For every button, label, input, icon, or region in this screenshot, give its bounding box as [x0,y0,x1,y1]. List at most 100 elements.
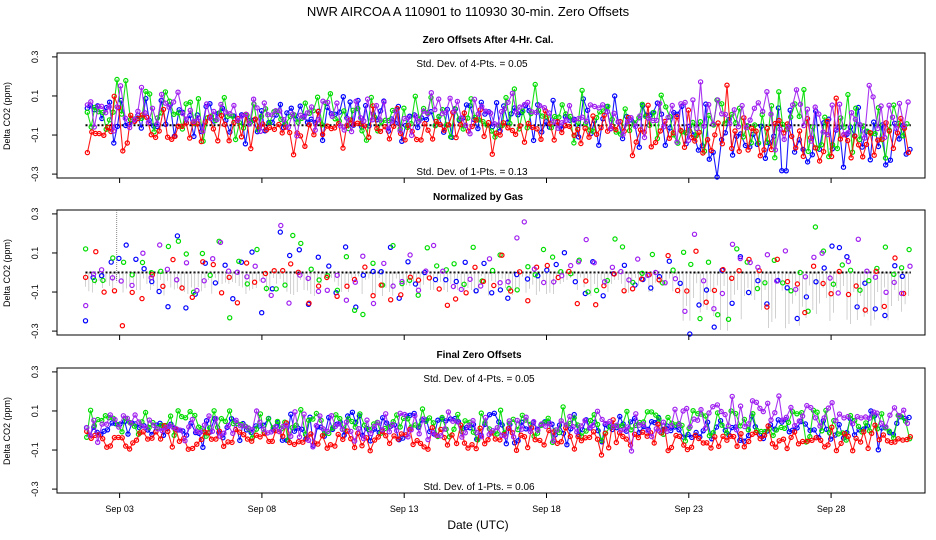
data-point-red [383,433,389,439]
data-point-green [571,140,577,146]
data-point-blue [829,243,835,249]
data-point-green [511,86,518,92]
data-point-red [362,264,368,270]
data-point-blue [872,306,879,312]
data-point-purple [450,283,457,290]
data-point-red [288,261,294,267]
data-point-red [563,425,569,431]
data-point-green [882,244,889,250]
data-point-red [611,271,617,277]
data-point-green [349,418,355,425]
data-point-green [579,87,585,94]
data-point-purple [694,417,701,423]
data-point-green [274,418,281,425]
data-point-purple [301,114,307,121]
data-point-red [205,430,211,436]
data-point-purple [574,429,580,435]
data-point-purple [356,426,362,432]
data-point-green [639,270,645,276]
data-point-green [612,236,618,242]
data-point-green [839,262,846,268]
data-point-blue [571,411,577,418]
data-point-red [374,125,380,132]
data-point-purple [676,422,682,428]
data-point-purple [214,116,220,123]
data-point-green [785,419,792,426]
data-point-purple [694,125,700,132]
data-point-red [715,120,721,126]
data-point-green [426,415,433,421]
data-point-red [441,127,447,133]
data-point-red [461,440,468,446]
data-point-purple [82,302,89,309]
data-point-purple [316,116,322,123]
data-point-purple [632,123,639,130]
data-point-purple [537,102,543,109]
data-point-blue [821,265,827,271]
data-point-purple [423,268,429,274]
panel-2-y-axis: 0.3 0.1 -0.1 -0.3 [30,208,57,339]
data-point-purple [217,239,224,246]
data-point-green [853,105,859,111]
data-point-green [594,421,601,428]
data-point-purple [138,84,145,91]
data-point-red [287,129,293,136]
data-point-purple [714,402,721,408]
data-point-purple [98,267,105,273]
data-point-green [794,411,800,417]
data-point-purple [596,105,602,111]
data-point-purple [235,117,241,124]
data-point-purple [201,278,207,284]
data-point-blue [288,411,294,417]
data-point-green [129,272,135,278]
data-point-green [697,118,704,125]
data-point-purple [142,110,148,116]
data-point-purple [194,287,200,294]
data-point-red [857,439,864,445]
data-point-red [666,135,673,141]
data-point-purple [882,134,888,141]
data-point-green [390,419,396,425]
data-point-green [688,261,694,268]
data-point-purple [685,137,692,143]
data-point-red [833,447,840,454]
data-point-green [863,420,869,426]
data-point-purple [487,110,494,116]
data-point-purple [905,99,911,105]
data-point-red [359,443,365,449]
data-point-purple [320,98,326,104]
data-point-red [290,151,297,158]
data-point-purple [257,419,263,425]
x-tick-label: Sep 13 [390,504,419,514]
data-point-purple [360,253,366,259]
data-point-purple [91,417,97,423]
data-point-red [436,286,442,292]
data-point-purple [513,109,520,116]
data-point-purple [425,436,431,443]
data-point-blue [405,259,411,265]
data-point-red [473,445,479,452]
data-point-green [87,407,94,413]
data-point-purple [660,419,667,425]
data-point-blue [855,104,862,111]
data-point-red [586,434,593,441]
data-point-green [310,416,316,422]
data-point-red [860,154,866,160]
data-point-red [719,140,726,147]
data-point-purple [757,405,763,411]
data-point-red [361,123,368,129]
data-point-purple [210,108,217,115]
data-point-blue [809,151,816,158]
data-point-red [765,423,771,429]
data-point-purple [478,434,485,440]
y-tick-label: 0.1 [30,405,40,418]
data-point-green [382,117,389,123]
data-point-red [152,134,159,141]
panel-3-annotation-1pts: Std. Dev. of 1-Pts. = 0.06 [423,482,535,493]
data-point-red [168,136,175,142]
data-point-blue [473,288,479,294]
data-point-purple [570,423,576,430]
data-point-purple [483,108,489,114]
data-point-red [331,125,338,131]
